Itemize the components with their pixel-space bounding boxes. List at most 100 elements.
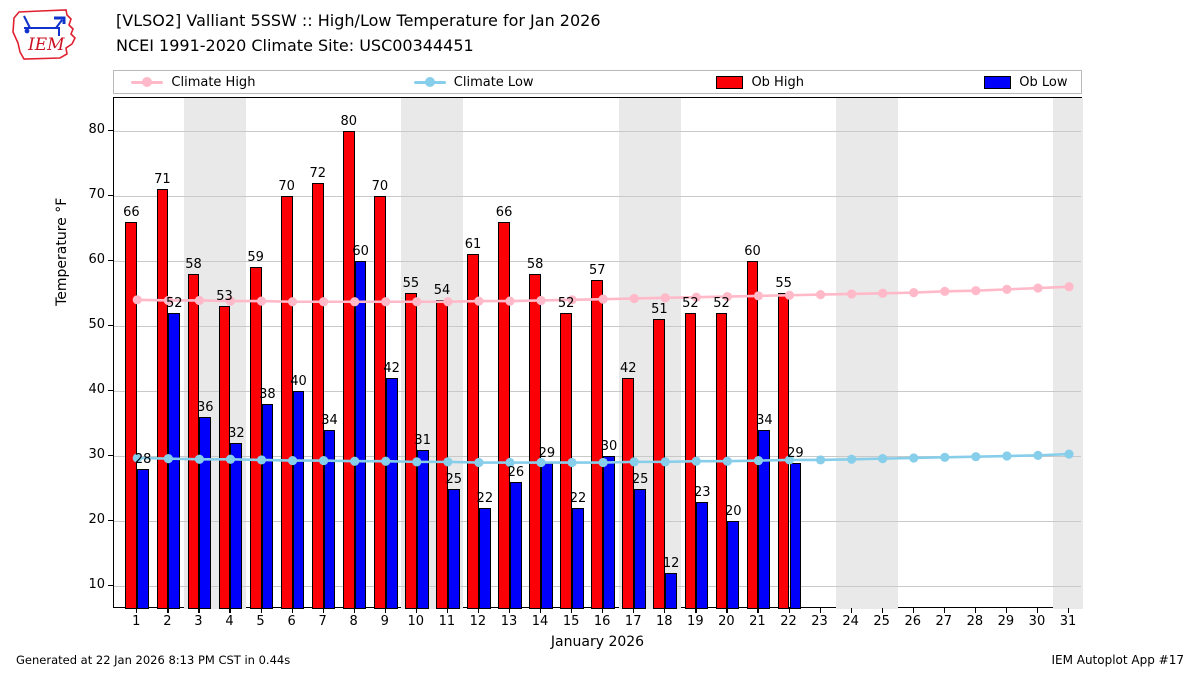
x-tick-mark xyxy=(943,608,945,613)
y-tick-mark xyxy=(108,455,113,457)
ob-low-bar xyxy=(727,521,740,609)
climate-high-marker xyxy=(256,296,267,306)
x-tick-mark xyxy=(1068,608,1070,613)
x-tick-mark xyxy=(571,608,573,613)
climate-low-marker xyxy=(909,453,919,463)
ob-high-value-label: 53 xyxy=(216,289,233,305)
ob-low-bar xyxy=(789,462,802,609)
y-tick-mark xyxy=(108,389,113,392)
ob-high-value-label: 55 xyxy=(402,276,420,292)
legend-label: Climate Low xyxy=(453,74,534,90)
ob-low-value-label: 29 xyxy=(538,445,556,461)
climate-high-marker xyxy=(753,291,764,301)
ob-low-bar xyxy=(696,501,709,609)
ob-low-value-label: 30 xyxy=(600,439,618,455)
climate-high-marker xyxy=(971,286,981,296)
ob-high-bar xyxy=(156,189,169,609)
ob-high-value-label: 54 xyxy=(433,282,451,298)
ob-low-bar xyxy=(665,573,678,609)
x-tick-mark xyxy=(260,608,262,613)
ob-low-value-label: 60 xyxy=(352,243,369,259)
x-tick-mark xyxy=(912,608,914,613)
ob-high-bar xyxy=(187,273,200,609)
plot-area: 66 71 58 53 59 70 72 80 70 55 54 61 66 58 52 57 42 51 52 52… xyxy=(113,97,1083,609)
x-tick-mark xyxy=(1005,608,1008,613)
ob-low-value-label: 40 xyxy=(290,373,307,389)
climate-high-marker xyxy=(505,296,515,306)
y-tick-mark xyxy=(108,585,113,587)
ob-high-bar xyxy=(591,280,604,609)
climate-lines-layer xyxy=(132,282,1074,468)
x-tick-label: 3 xyxy=(194,614,203,629)
climate-low-marker xyxy=(163,454,173,464)
ob-high-bar xyxy=(311,182,324,609)
legend-label: Climate High xyxy=(171,74,256,90)
climate-low-marker xyxy=(505,457,515,468)
ob-high-value-label: 51 xyxy=(651,302,668,318)
x-tick-mark xyxy=(353,608,355,613)
legend-item-ob-high: Ob High xyxy=(716,71,804,93)
x-tick-label: 8 xyxy=(349,614,358,629)
x-tick-label: 14 xyxy=(531,614,549,629)
weather-vane-icon xyxy=(23,15,66,36)
x-tick-mark xyxy=(415,608,417,613)
y-tick-label: 60 xyxy=(88,251,105,267)
x-tick-mark xyxy=(384,608,386,613)
x-axis-label: January 2026 xyxy=(550,634,645,650)
climate-high-marker xyxy=(319,297,329,307)
ob-high-value-label: 58 xyxy=(185,256,202,272)
climate-high-marker xyxy=(909,288,919,298)
legend-item-climate-high: Climate High xyxy=(131,71,255,93)
climate-low-marker xyxy=(847,454,857,464)
climate-high-marker xyxy=(225,296,236,306)
climate-high-marker xyxy=(784,290,795,300)
ob-low-value-label: 52 xyxy=(165,295,183,311)
ob-high-bar xyxy=(249,267,262,609)
x-tick-label: 25 xyxy=(873,614,890,629)
climate-high-marker xyxy=(1033,283,1043,293)
ob-low-value-label: 12 xyxy=(662,556,680,572)
x-tick-mark xyxy=(322,608,324,613)
ob-low-bar xyxy=(634,488,646,609)
x-tick-label: 28 xyxy=(966,614,984,629)
x-tick-mark xyxy=(477,608,480,613)
x-tick-label: 7 xyxy=(318,614,327,629)
chart-title: [VLSO2] Valliant 5SSW :: High/Low Temper… xyxy=(116,11,601,30)
climate-low-marker xyxy=(940,452,950,462)
climate-high-marker xyxy=(940,286,950,296)
logo-text: IEM xyxy=(27,35,65,55)
ob-low-bar xyxy=(354,260,367,609)
ob-high-bar xyxy=(529,273,542,609)
legend-item-climate-low: Climate Low xyxy=(413,71,534,93)
climate-high-marker xyxy=(412,297,422,307)
climate-low-marker xyxy=(225,454,236,464)
ob-high-value-label: 52 xyxy=(682,295,699,311)
climate-low-marker xyxy=(443,457,453,467)
x-tick-label: 5 xyxy=(256,614,265,629)
climate-high-marker xyxy=(474,296,484,306)
ob-high-bar xyxy=(342,130,355,609)
ob-high-bar xyxy=(498,221,510,609)
x-tick-label: 22 xyxy=(780,614,797,629)
climate-high-marker xyxy=(1064,282,1074,292)
climate-low-marker xyxy=(598,457,608,468)
climate-high-marker xyxy=(722,291,732,302)
climate-high-marker xyxy=(536,295,546,306)
climate-low-marker xyxy=(536,457,546,468)
y-tick-mark xyxy=(108,259,113,261)
x-tick-mark xyxy=(446,608,449,613)
y-gridline xyxy=(114,260,1081,262)
y-tick-label: 10 xyxy=(88,577,105,593)
climate-high-marker xyxy=(878,288,888,298)
x-tick-mark xyxy=(695,608,697,613)
iem-logo: IEM xyxy=(10,6,80,64)
y-axis-label: Temperature °F xyxy=(54,197,70,306)
ob-high-value-label: 61 xyxy=(464,237,482,253)
climate-high-marker xyxy=(598,294,608,304)
climate-low-marker xyxy=(1064,449,1074,459)
climate-low-marker xyxy=(1002,451,1012,461)
climate-low-marker xyxy=(971,452,981,462)
x-tick-label: 11 xyxy=(438,614,456,629)
x-tick-mark xyxy=(788,608,790,613)
